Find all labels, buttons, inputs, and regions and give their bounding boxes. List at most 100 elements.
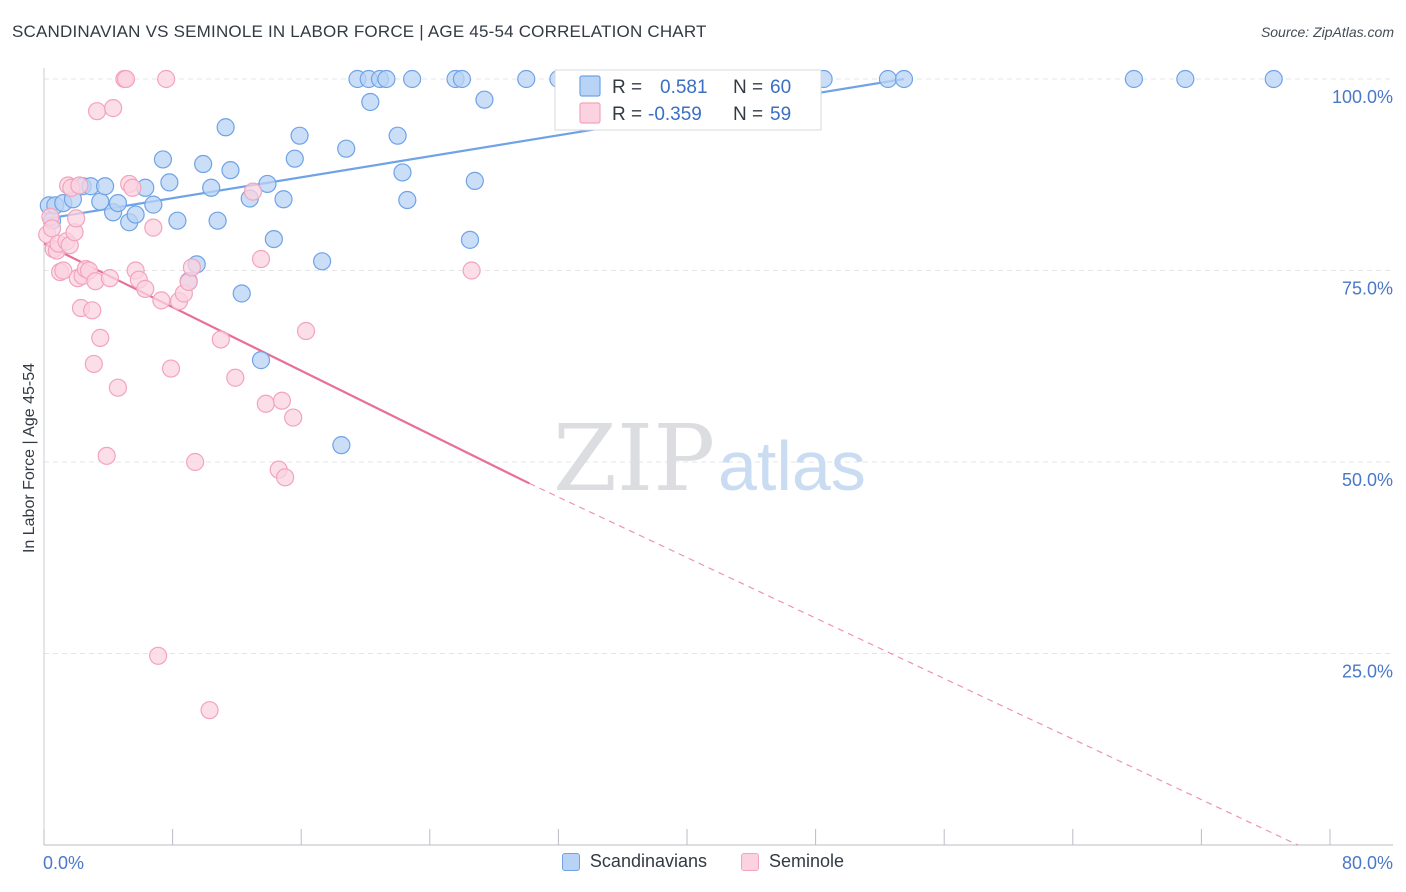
point-scandinavian (126, 205, 145, 224)
point-scandinavian (216, 118, 235, 137)
point-scandinavian (475, 90, 494, 109)
gridlines (44, 78, 1393, 654)
point-seminole (284, 408, 303, 427)
point-seminole (211, 330, 230, 349)
x-tick-label-min: 0.0% (43, 853, 84, 873)
point-seminole (272, 391, 292, 410)
point-seminole (70, 176, 89, 195)
point-scandinavian (153, 150, 173, 169)
point-scandinavian (377, 69, 396, 89)
point-seminole (42, 219, 62, 238)
point-scandinavian (388, 126, 407, 145)
point-scandinavian (202, 178, 221, 197)
point-scandinavian (274, 190, 293, 209)
point-scandinavian (460, 230, 480, 249)
point-scandinavian (251, 351, 271, 370)
stats-n-value-seminole: 59 (770, 104, 791, 125)
point-seminole (462, 261, 481, 280)
point-seminole (157, 69, 176, 89)
point-seminole (200, 701, 219, 720)
point-scandinavian (312, 252, 332, 271)
stats-r-value-scandinavians: 0.581 (660, 77, 708, 98)
point-seminole (104, 99, 123, 118)
trend-line (43, 242, 530, 485)
point-scandinavian (398, 190, 417, 210)
point-seminole (276, 468, 295, 487)
source-label: Source: ZipAtlas.com (1260, 24, 1394, 40)
legend-label-seminole: Seminole (769, 851, 845, 871)
y-tick-label: 50.0% (1342, 470, 1393, 490)
points-layer (38, 69, 1283, 720)
point-scandinavian (160, 173, 179, 192)
point-seminole (251, 249, 271, 269)
point-scandinavian (1264, 69, 1283, 89)
point-seminole (161, 359, 181, 378)
point-seminole (84, 354, 103, 374)
legend-item-scandinavians: Scandinavians (561, 851, 708, 872)
point-seminole (97, 446, 116, 465)
point-scandinavian (452, 69, 472, 89)
point-scandinavian (144, 195, 163, 214)
legend-swatch-scandinavians (561, 852, 580, 871)
stats-swatch-seminole (579, 102, 601, 124)
point-seminole (116, 69, 136, 89)
point-seminole (54, 261, 73, 280)
stats-r-label-scandinavians: R = (612, 77, 642, 98)
point-scandinavian (894, 69, 914, 89)
point-seminole (108, 378, 128, 397)
stats-swatch-scandinavians (579, 75, 601, 97)
stats-n-label-seminole: N = (733, 104, 763, 125)
point-seminole (149, 646, 168, 665)
point-seminole (87, 102, 107, 121)
point-scandinavian (337, 139, 356, 158)
legend-label-scandinavians: Scandinavians (589, 851, 708, 871)
point-seminole (296, 321, 316, 341)
point-scandinavian (465, 171, 484, 190)
stats-legend: R = 0.581 N = 60 R = -0.359 N = 59 (554, 69, 822, 131)
point-seminole (136, 279, 155, 298)
legend-swatch-seminole (741, 852, 760, 871)
point-scandinavian (403, 69, 422, 89)
point-scandinavian (1124, 69, 1143, 89)
trend-line-extension (529, 482, 1299, 846)
stats-r-label-seminole: R = (612, 104, 642, 125)
point-seminole (91, 328, 110, 348)
y-tick-label: 100.0% (1332, 87, 1393, 107)
point-scandinavian (264, 229, 283, 249)
point-scandinavian (168, 211, 187, 230)
point-seminole (226, 368, 245, 387)
point-scandinavian (393, 163, 412, 182)
chart-title: SCANDINAVIAN VS SEMINOLE IN LABOR FORCE … (12, 22, 707, 41)
x-tick-label-max: 80.0% (1342, 853, 1393, 873)
point-seminole (152, 291, 171, 310)
point-scandinavian (232, 284, 251, 303)
stats-n-value-scandinavians: 60 (770, 77, 791, 98)
point-scandinavian (517, 69, 536, 89)
watermark-zip: ZIP (553, 405, 715, 512)
point-scandinavian (108, 193, 128, 213)
point-scandinavian (221, 161, 240, 180)
point-seminole (100, 269, 120, 288)
point-seminole (243, 182, 263, 201)
x-axis (43, 68, 1393, 846)
point-seminole (144, 218, 163, 237)
watermark-atlas: atlas (718, 427, 866, 505)
stats-n-label-scandinavians: N = (733, 77, 763, 98)
point-scandinavian (290, 126, 309, 145)
point-seminole (83, 301, 102, 320)
point-scandinavian (208, 211, 227, 230)
point-scandinavian (258, 174, 277, 194)
point-scandinavian (878, 69, 898, 89)
point-scandinavian (361, 92, 380, 112)
series-legend: Scandinavians Seminole (0, 851, 1406, 872)
point-seminole (182, 258, 201, 277)
point-seminole (256, 394, 275, 413)
y-tick-label: 25.0% (1342, 662, 1393, 682)
stats-r-value-seminole: -0.359 (648, 104, 702, 125)
point-scandinavian (285, 149, 304, 168)
point-scandinavian (194, 154, 213, 174)
point-seminole (67, 209, 86, 228)
legend-item-seminole: Seminole (741, 851, 844, 872)
y-tick-label: 75.0% (1342, 279, 1393, 299)
